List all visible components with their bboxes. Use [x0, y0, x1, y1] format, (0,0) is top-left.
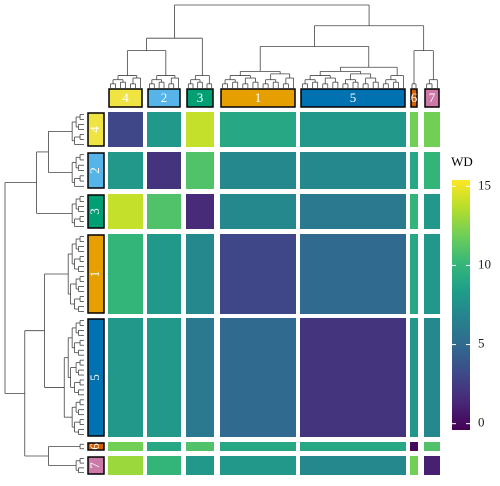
heatmap-cell: [300, 234, 406, 314]
heatmap-cell: [220, 194, 296, 229]
row-cluster-label: 1: [87, 271, 102, 278]
column-cluster-label: 3: [197, 90, 204, 105]
column-cluster-label: 4: [122, 90, 129, 105]
column-cluster-box: [424, 88, 440, 108]
heatmap-cell: [108, 318, 143, 437]
heatmap-cell: [147, 194, 181, 229]
heatmap-cell: [108, 194, 143, 229]
heatmap-cell: [424, 152, 440, 189]
heatmap-cell: [410, 318, 418, 437]
heatmap-cell: [410, 194, 418, 229]
heatmap-cell: [147, 456, 181, 475]
row-cluster-label: 7: [87, 462, 102, 469]
colorbar-tick-label: 10: [478, 256, 491, 271]
heatmap-cell: [108, 442, 143, 451]
heatmap-cell: [424, 318, 440, 437]
heatmap-cell: [220, 234, 296, 314]
heatmap-cell: [186, 152, 214, 189]
column-cluster-label: 2: [161, 90, 168, 105]
column-cluster-box: [147, 88, 181, 108]
row-cluster-label: 5: [87, 374, 102, 381]
colorbar-tick-label: 0: [478, 415, 485, 430]
colorbar-tick-label: 15: [478, 177, 491, 192]
heatmap-cell: [186, 456, 214, 475]
row-cluster-box: [87, 234, 105, 314]
heatmap-cell: [108, 112, 143, 147]
column-cluster-box: [300, 88, 406, 108]
row-cluster-label: 6: [87, 443, 102, 450]
heatmap-cell: [410, 456, 418, 475]
column-cluster-box: [410, 88, 418, 108]
heatmap-cell: [410, 234, 418, 314]
heatmap-cell: [147, 234, 181, 314]
row-cluster-label: 4: [87, 126, 102, 133]
row-cluster-box: [87, 194, 105, 229]
heatmap-cell: [108, 456, 143, 475]
heatmap-cell: [147, 112, 181, 147]
heatmap-cell: [186, 442, 214, 451]
column-cluster-box: [220, 88, 296, 108]
column-cluster-box: [108, 88, 143, 108]
heatmap-cell: [186, 234, 214, 314]
colorbar: [452, 180, 470, 430]
column-cluster-label: 1: [255, 90, 262, 105]
column-cluster-label: 6: [411, 90, 418, 105]
heatmap-cell: [410, 442, 418, 451]
heatmap-cell: [424, 442, 440, 451]
heatmap-cell: [424, 456, 440, 475]
heatmap-cell: [424, 234, 440, 314]
heatmap-cell: [108, 152, 143, 189]
heatmap-cell: [300, 152, 406, 189]
row-cluster-label: 2: [87, 167, 102, 174]
heatmap-cell: [147, 152, 181, 189]
row-cluster-box: [87, 456, 105, 475]
heatmap-cell: [220, 456, 296, 475]
heatmap-cell: [300, 318, 406, 437]
heatmap-cell: [300, 456, 406, 475]
heatmap-cell: [300, 442, 406, 451]
column-cluster-label: 5: [350, 90, 357, 105]
heatmap-cell: [186, 112, 214, 147]
heatmap-cell: [220, 318, 296, 437]
row-cluster-box: [87, 318, 105, 437]
heatmap-cell: [410, 152, 418, 189]
heatmap-cell: [300, 194, 406, 229]
heatmap-cell: [220, 442, 296, 451]
heatmap-cell: [220, 112, 296, 147]
heatmap-cell: [186, 194, 214, 229]
row-cluster-label: 3: [87, 208, 102, 215]
heatmap-cell: [300, 112, 406, 147]
heatmap-cell: [186, 318, 214, 437]
row-cluster-box: [87, 112, 105, 147]
heatmap-cell: [410, 112, 418, 147]
heatmap-cell: [147, 442, 181, 451]
row-cluster-box: [87, 442, 105, 451]
heatmap-cell: [424, 194, 440, 229]
heatmap-cell: [424, 112, 440, 147]
heatmap-cell: [108, 234, 143, 314]
heatmap-cell: [220, 152, 296, 189]
colorbar-title: WD: [451, 154, 473, 169]
colorbar-tick-label: 5: [478, 336, 485, 351]
row-cluster-box: [87, 152, 105, 189]
column-cluster-box: [186, 88, 214, 108]
heatmap-cell: [147, 318, 181, 437]
column-cluster-label: 7: [429, 90, 436, 105]
